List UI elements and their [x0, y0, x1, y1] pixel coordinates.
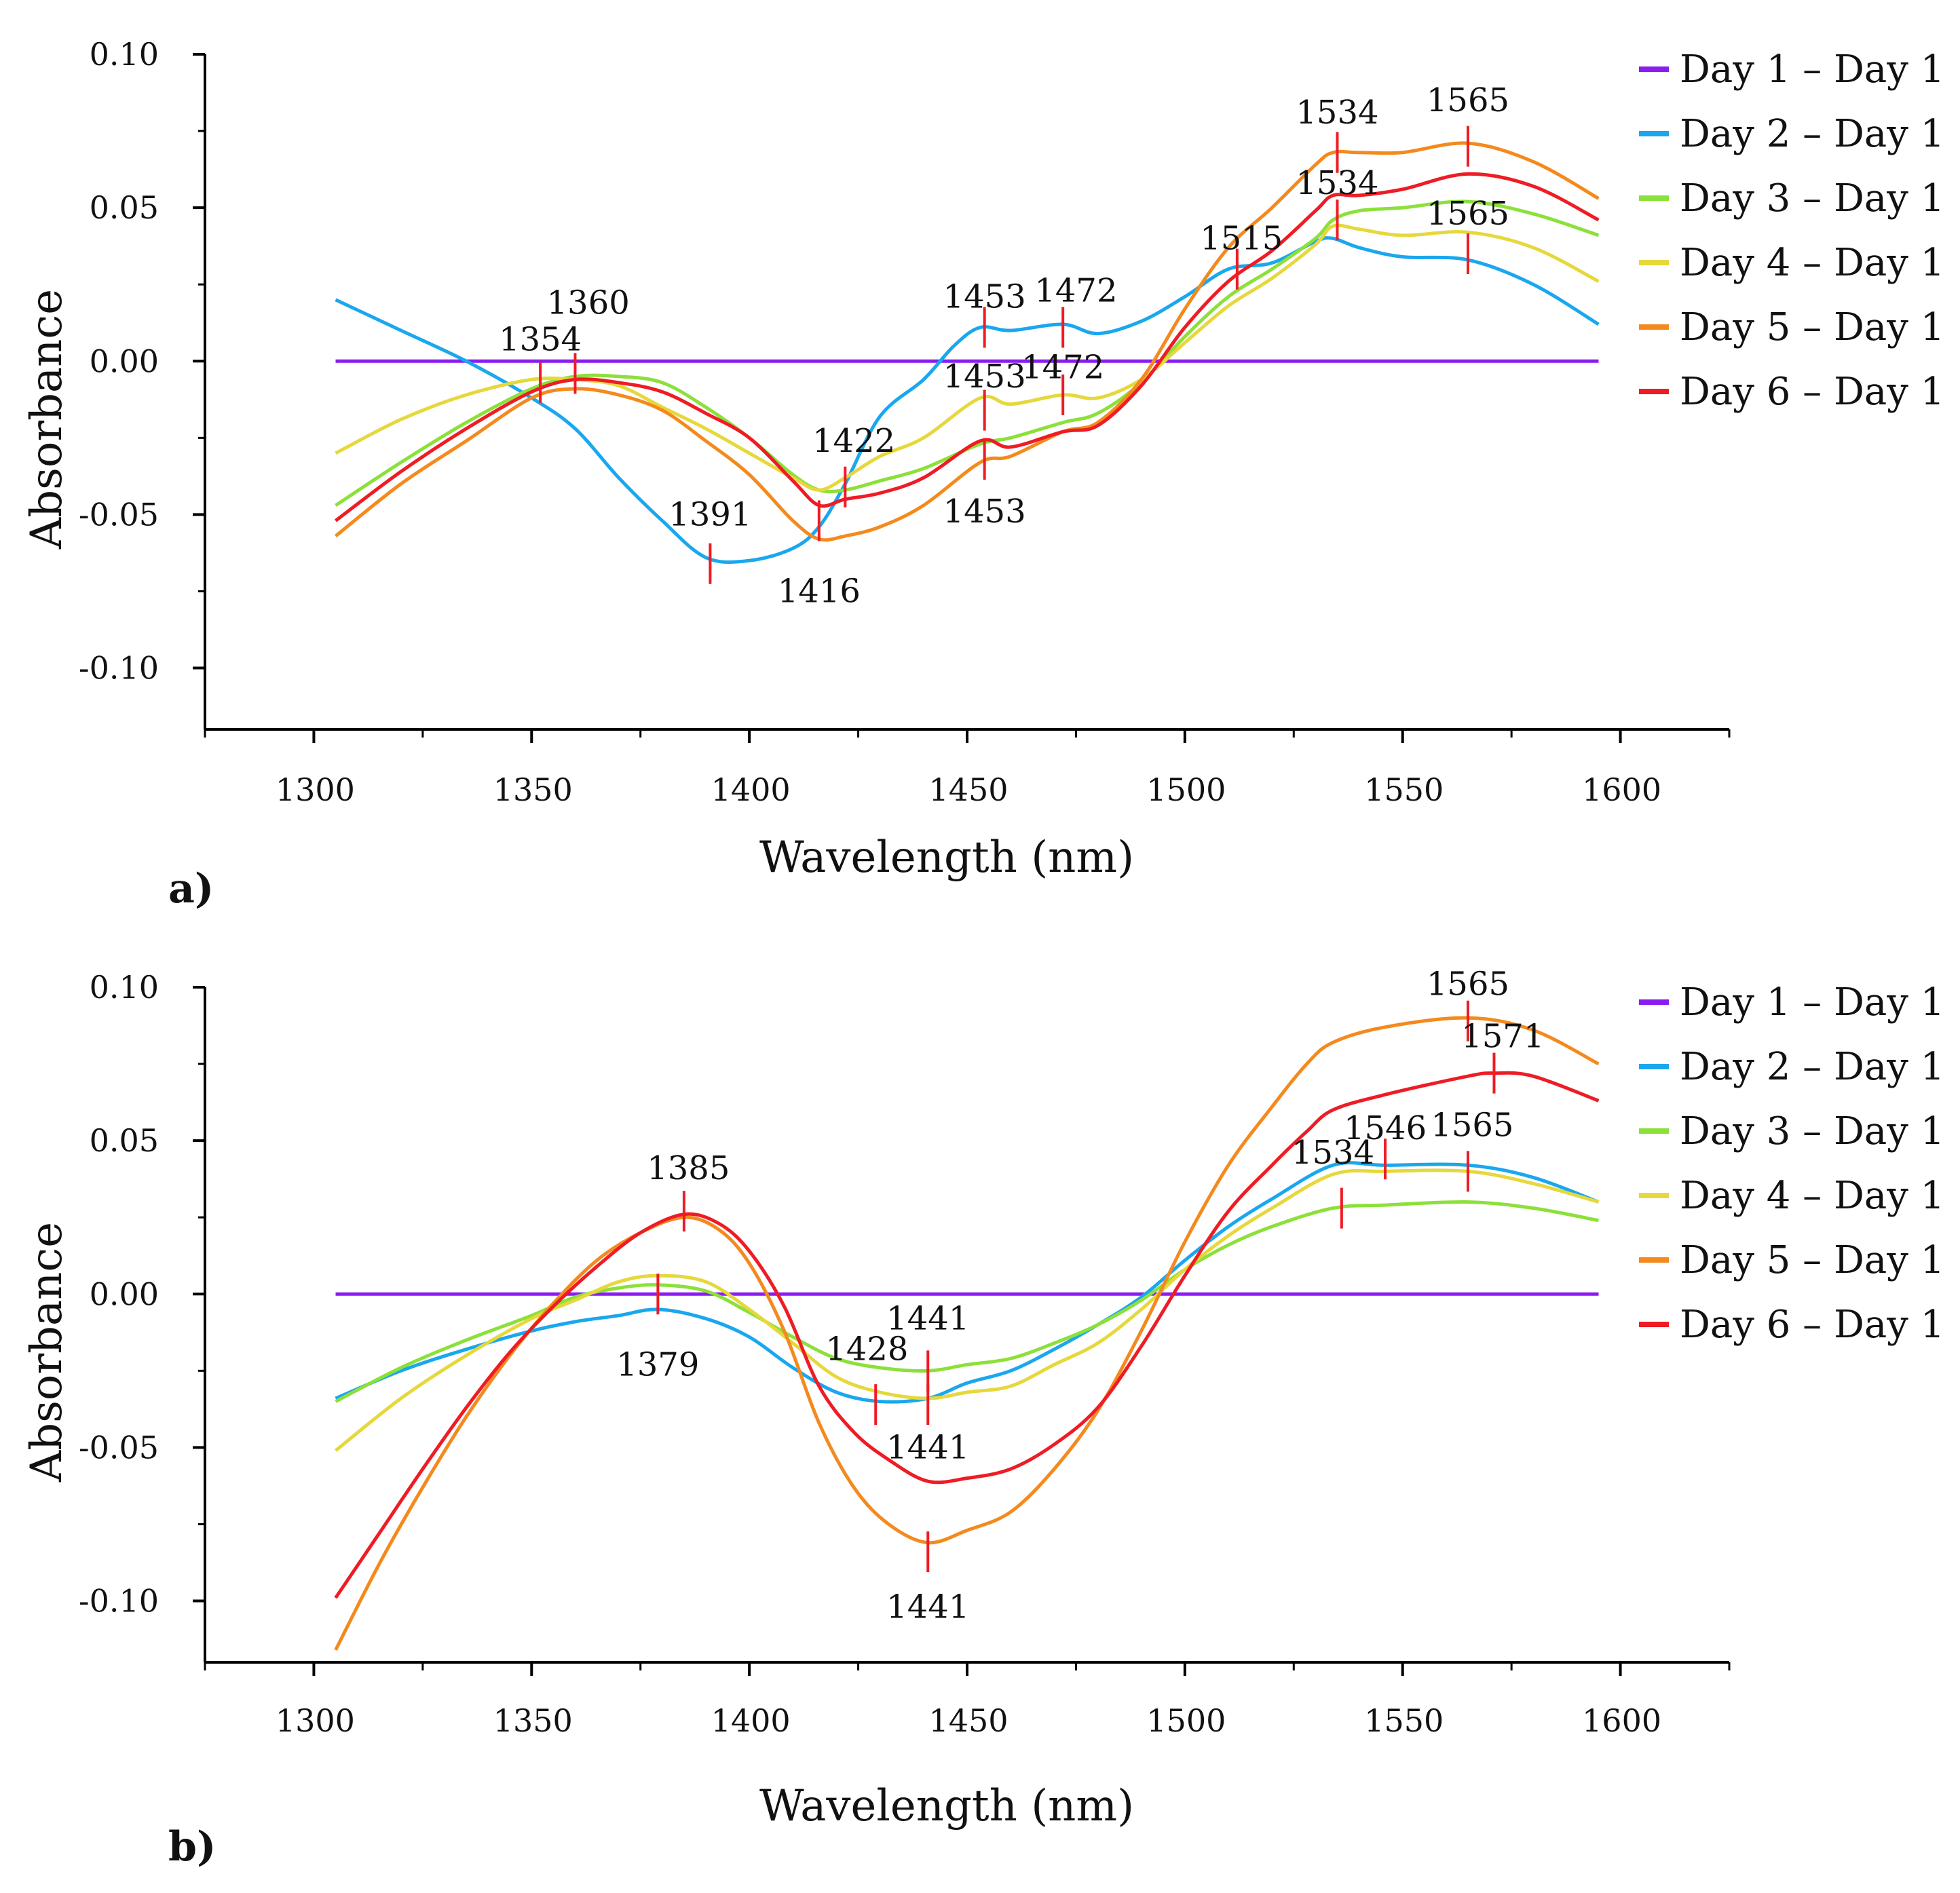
peak-label: 1422 [812, 422, 895, 460]
peak-label: 1441 [886, 1299, 969, 1337]
peak-label: 1453 [943, 493, 1026, 531]
peak-label: 1534 [1296, 94, 1378, 132]
chart-panel-a: 0.10 0.05 0.00 -0.05 -0.10 1300 1350 1400 1450 15… [22, 36, 1944, 913]
panel-label: a) [168, 865, 214, 913]
series-line-day-5 [334, 141, 1600, 542]
peak-label: 1379 [616, 1345, 699, 1383]
y-tick-label: 0.10 [90, 36, 159, 73]
x-tick-label: 1550 [1364, 771, 1444, 808]
series-line-day-4 [334, 1168, 1600, 1452]
peak-label: 1546 [1344, 1109, 1427, 1147]
series-line-day-3 [335, 199, 1600, 507]
x-tick-label: 1400 [711, 1702, 791, 1739]
y-tick-label: 0.10 [90, 969, 159, 1006]
panel-label: b) [168, 1823, 216, 1871]
legend-entry: Day 2 – Day 1 [1680, 1045, 1944, 1089]
y-tick-label: 0.05 [90, 1122, 159, 1159]
peak-label: 1354 [499, 321, 582, 359]
peak-label: 1565 [1427, 195, 1509, 233]
y-axis-title: Absorbance [22, 289, 72, 550]
legend-entry: Day 1 – Day 1 [1680, 47, 1944, 92]
peak-label: 1565 [1431, 1107, 1513, 1145]
legend-entry: Day 5 – Day 1 [1680, 1238, 1944, 1282]
peak-label: 1565 [1427, 965, 1509, 1003]
x-tick-label: 1550 [1364, 1702, 1444, 1739]
x-tick-label: 1300 [276, 1702, 355, 1739]
y-tick-label: 0.00 [90, 343, 159, 379]
peak-label: 1534 [1292, 1134, 1374, 1172]
legend-entry: Day 6 – Day 1 [1680, 370, 1944, 414]
x-tick-label: 1600 [1582, 771, 1661, 808]
x-tick-label: 1300 [276, 771, 355, 808]
legend-entry: Day 3 – Day 1 [1680, 1109, 1944, 1153]
x-tick-label: 1450 [928, 1702, 1008, 1739]
x-tick-label: 1500 [1146, 1702, 1226, 1739]
y-tick-label: -0.05 [79, 496, 159, 533]
x-tick-label: 1400 [711, 771, 791, 808]
x-tick-label: 1350 [493, 1702, 573, 1739]
legend-entry: Day 4 – Day 1 [1680, 1174, 1944, 1218]
peak-label: 1565 [1427, 81, 1509, 119]
peak-label: 1472 [1021, 348, 1104, 386]
peak-label: 1472 [1034, 271, 1117, 309]
peak-label: 1441 [886, 1428, 969, 1466]
peak-label: 1391 [668, 495, 751, 533]
series-line-day-2 [335, 236, 1600, 565]
series-line-day-6 [334, 1071, 1600, 1599]
x-axis-title: Wavelength (nm) [759, 833, 1134, 883]
series-line-day-6 [335, 172, 1600, 522]
legend-entry: Day 1 – Day 1 [1680, 980, 1944, 1025]
y-tick-label: 0.00 [90, 1276, 159, 1312]
y-tick-label: -0.05 [79, 1429, 159, 1466]
x-tick-label: 1500 [1146, 771, 1226, 808]
peak-label: 1571 [1461, 1017, 1544, 1055]
peak-label: 1453 [943, 358, 1026, 396]
peak-label: 1416 [778, 572, 861, 610]
peak-label: 1534 [1296, 164, 1378, 202]
x-axis-title: Wavelength (nm) [759, 1781, 1134, 1831]
legend-entry: Day 2 – Day 1 [1680, 112, 1944, 156]
peak-label: 1385 [647, 1149, 730, 1187]
chart-panel-b: 0.10 0.05 0.00 -0.05 -0.10 1300 1350 1400 1450 15… [22, 965, 1944, 1871]
x-tick-label: 1600 [1582, 1702, 1661, 1739]
legend-entry: Day 6 – Day 1 [1680, 1303, 1944, 1347]
series-line-day-2 [335, 1161, 1600, 1404]
legend-entry: Day 5 – Day 1 [1680, 305, 1944, 349]
peak-label: 1441 [886, 1588, 969, 1626]
peak-label: 1428 [825, 1331, 908, 1369]
peak-label: 1360 [547, 284, 630, 322]
x-tick-label: 1350 [493, 771, 573, 808]
legend-entry: Day 3 – Day 1 [1680, 176, 1944, 221]
y-axis-title: Absorbance [22, 1222, 72, 1483]
y-tick-label: 0.05 [90, 189, 159, 226]
x-tick-label: 1450 [928, 771, 1008, 808]
y-tick-label: -0.10 [79, 650, 159, 687]
y-tick-label: -0.10 [79, 1583, 159, 1620]
peak-label: 1453 [943, 278, 1026, 316]
peak-label: 1515 [1200, 219, 1283, 257]
legend-entry: Day 4 – Day 1 [1680, 241, 1944, 285]
series-line-day-3 [335, 1200, 1599, 1403]
